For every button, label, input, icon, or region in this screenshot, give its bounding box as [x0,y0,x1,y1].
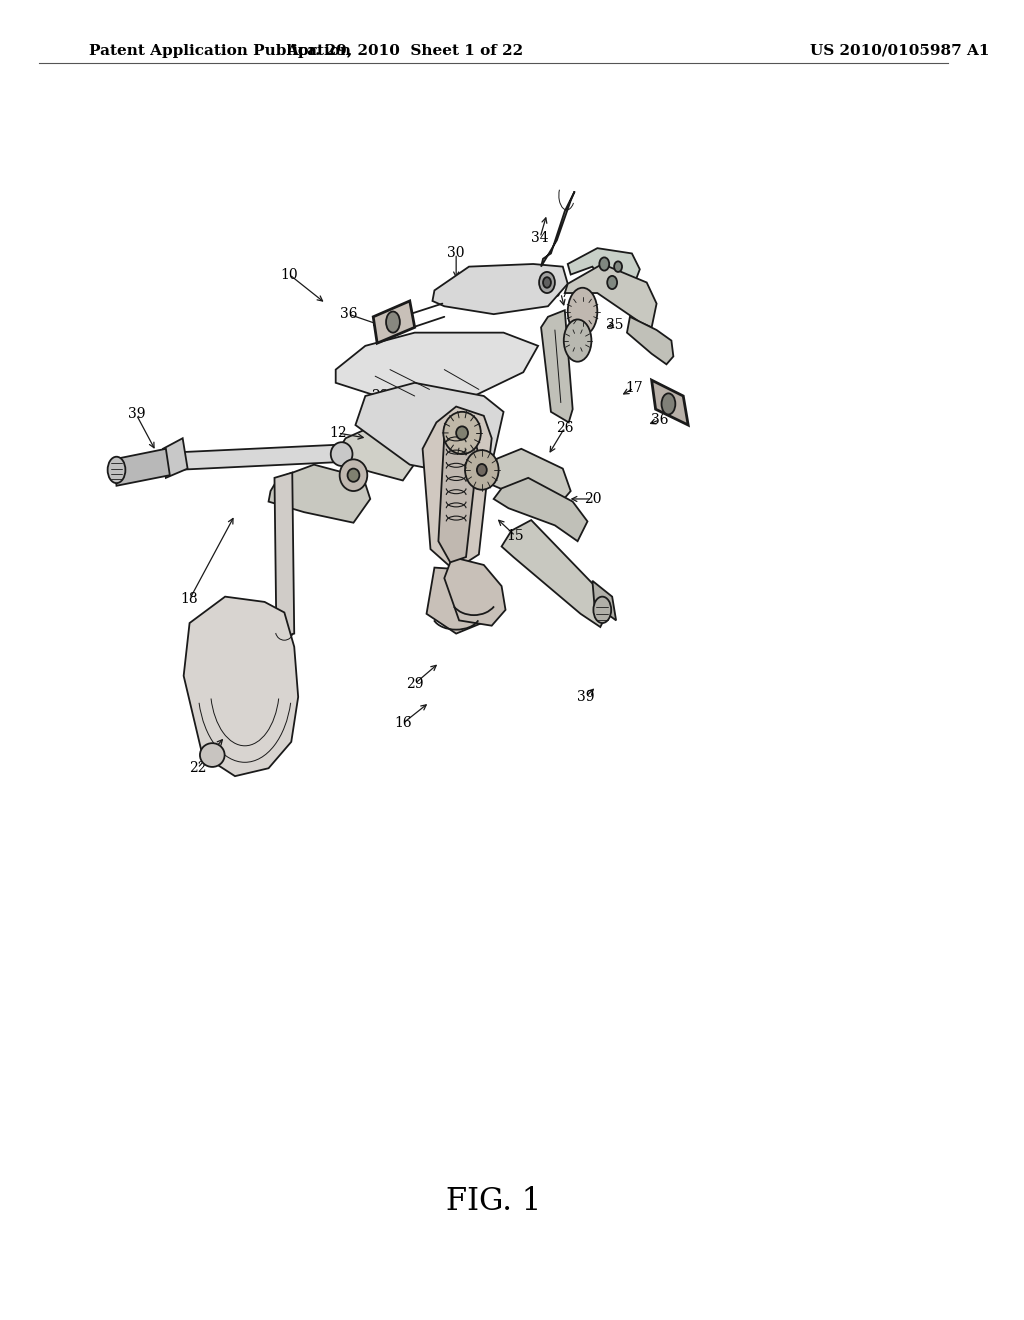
Polygon shape [432,264,567,314]
Polygon shape [168,445,341,470]
Polygon shape [565,264,656,327]
Text: 34: 34 [531,231,549,244]
Ellipse shape [331,442,352,466]
Text: US 2010/0105987 A1: US 2010/0105987 A1 [810,44,989,58]
Text: 36: 36 [340,308,357,321]
Text: 39: 39 [128,408,145,421]
Polygon shape [114,449,170,486]
Polygon shape [438,422,478,562]
Ellipse shape [614,261,622,272]
Polygon shape [651,380,688,425]
Text: 14: 14 [608,281,626,294]
Ellipse shape [593,597,611,623]
Text: 12: 12 [329,426,346,440]
Polygon shape [567,248,640,297]
Polygon shape [336,425,420,480]
Ellipse shape [340,459,368,491]
Text: 36: 36 [651,413,669,426]
Text: 16: 16 [394,717,412,730]
Text: 29: 29 [406,677,424,690]
Text: 18: 18 [181,593,199,606]
Ellipse shape [607,276,617,289]
Polygon shape [373,301,415,343]
Polygon shape [502,520,610,627]
Polygon shape [494,478,588,541]
Ellipse shape [662,393,676,414]
Polygon shape [423,407,492,570]
Ellipse shape [456,426,468,440]
Polygon shape [336,333,538,399]
Text: 26: 26 [556,421,573,434]
Polygon shape [427,568,485,634]
Polygon shape [183,597,298,776]
Ellipse shape [386,312,400,333]
Text: 10: 10 [281,268,298,281]
Ellipse shape [108,457,125,483]
Polygon shape [274,473,294,639]
Polygon shape [355,383,504,475]
Text: 28: 28 [372,389,389,403]
Polygon shape [541,191,574,267]
Polygon shape [627,317,674,364]
Text: 30: 30 [447,247,465,260]
Text: 15: 15 [507,529,524,543]
Text: 35: 35 [606,318,624,331]
Polygon shape [480,449,570,510]
Polygon shape [444,557,506,626]
Ellipse shape [564,319,592,362]
Ellipse shape [347,469,359,482]
Ellipse shape [543,277,551,288]
Polygon shape [163,438,187,478]
Text: 22: 22 [188,762,206,775]
Text: Patent Application Publication: Patent Application Publication [89,44,351,58]
Text: 17: 17 [625,381,643,395]
Ellipse shape [465,450,499,490]
Ellipse shape [477,463,486,477]
Polygon shape [268,465,371,523]
Text: 37: 37 [552,286,569,300]
Text: FIG. 1: FIG. 1 [446,1185,542,1217]
Ellipse shape [443,412,481,454]
Ellipse shape [200,743,224,767]
Polygon shape [593,581,616,620]
Text: 20: 20 [584,492,601,506]
Ellipse shape [567,288,597,335]
Polygon shape [541,310,572,422]
Ellipse shape [539,272,555,293]
Text: 39: 39 [577,690,594,704]
Ellipse shape [599,257,609,271]
Text: Apr. 29, 2010  Sheet 1 of 22: Apr. 29, 2010 Sheet 1 of 22 [287,44,523,58]
